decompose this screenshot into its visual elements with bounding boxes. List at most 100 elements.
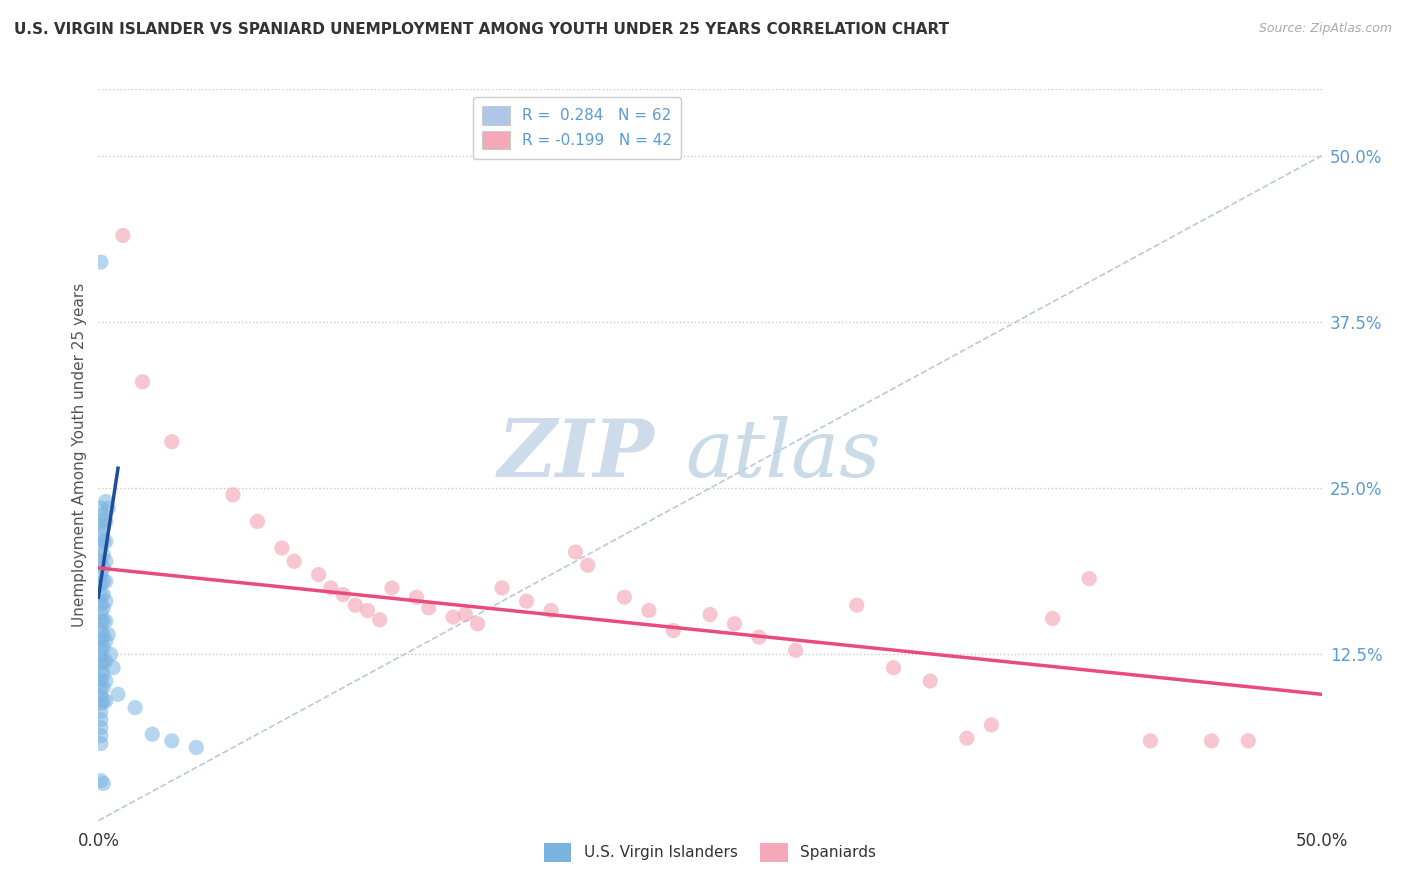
Point [90, 527, 112, 541]
Point [101, 661, 124, 675]
Point [160, 734, 183, 748]
Point [131, 375, 153, 389]
Point [564, 545, 586, 559]
Point [90, 705, 112, 719]
Point [186, 740, 208, 755]
Point [90, 577, 112, 591]
Point [94, 634, 117, 648]
Point [94, 594, 117, 608]
Point [91, 654, 114, 668]
Point [90, 697, 112, 711]
Point [90, 554, 112, 568]
Point [90, 624, 112, 638]
Point [94, 673, 117, 688]
Point [222, 488, 245, 502]
Point [368, 613, 391, 627]
Point [100, 648, 122, 662]
Point [91, 588, 114, 602]
Point [90, 255, 112, 269]
Text: atlas: atlas [686, 417, 882, 493]
Point [381, 581, 404, 595]
Point [94, 534, 117, 549]
Point [1078, 572, 1101, 586]
Point [160, 434, 183, 449]
Point [90, 597, 112, 611]
Point [319, 581, 342, 595]
Point [270, 541, 294, 555]
Point [467, 616, 489, 631]
Point [91, 521, 114, 535]
Point [90, 673, 112, 687]
Point [1237, 734, 1260, 748]
Point [723, 616, 745, 631]
Point [454, 607, 477, 622]
Point [97, 627, 120, 641]
Legend: U.S. Virgin Islanders, Spaniards: U.S. Virgin Islanders, Spaniards [538, 837, 882, 868]
Point [638, 603, 661, 617]
Point [90, 640, 112, 655]
Point [91, 574, 114, 589]
Point [90, 737, 112, 751]
Point [94, 694, 117, 708]
Point [540, 603, 562, 617]
Point [90, 567, 112, 582]
Point [90, 689, 112, 703]
Point [515, 594, 537, 608]
Point [91, 694, 114, 708]
Point [91, 548, 114, 562]
Point [90, 501, 112, 516]
Point [980, 718, 1002, 732]
Point [90, 541, 112, 555]
Point [91, 561, 114, 575]
Point [1139, 734, 1161, 748]
Point [90, 713, 112, 727]
Point [405, 591, 427, 605]
Point [613, 591, 636, 605]
Point [91, 600, 114, 615]
Point [1201, 734, 1223, 748]
Point [111, 228, 134, 243]
Point [91, 667, 114, 681]
Point [332, 588, 354, 602]
Point [90, 729, 112, 743]
Point [748, 630, 770, 644]
Point [94, 554, 117, 568]
Point [418, 600, 440, 615]
Text: ZIP: ZIP [498, 417, 655, 493]
Point [91, 640, 114, 655]
Point [662, 624, 685, 638]
Point [91, 627, 114, 641]
Point [141, 727, 163, 741]
Text: Source: ZipAtlas.com: Source: ZipAtlas.com [1258, 22, 1392, 36]
Point [94, 614, 117, 628]
Point [91, 614, 114, 628]
Point [1042, 611, 1064, 625]
Point [107, 687, 129, 701]
Point [491, 581, 513, 595]
Point [91, 534, 114, 549]
Point [246, 515, 269, 529]
Point [90, 606, 112, 620]
Point [90, 665, 112, 679]
Point [845, 598, 868, 612]
Point [90, 721, 112, 735]
Point [91, 681, 114, 695]
Y-axis label: Unemployment Among Youth under 25 years: Unemployment Among Youth under 25 years [72, 283, 87, 627]
Point [91, 508, 114, 522]
Point [90, 515, 112, 529]
Point [94, 574, 117, 589]
Point [576, 558, 599, 573]
Point [920, 673, 942, 688]
Point [441, 610, 464, 624]
Point [124, 700, 146, 714]
Point [90, 657, 112, 671]
Point [699, 607, 721, 622]
Point [94, 515, 117, 529]
Point [94, 494, 117, 508]
Point [344, 598, 367, 612]
Point [90, 632, 112, 647]
Text: U.S. VIRGIN ISLANDER VS SPANIARD UNEMPLOYMENT AMONG YOUTH UNDER 25 YEARS CORRELA: U.S. VIRGIN ISLANDER VS SPANIARD UNEMPLO… [14, 22, 949, 37]
Point [90, 648, 112, 663]
Point [90, 681, 112, 695]
Point [90, 773, 112, 788]
